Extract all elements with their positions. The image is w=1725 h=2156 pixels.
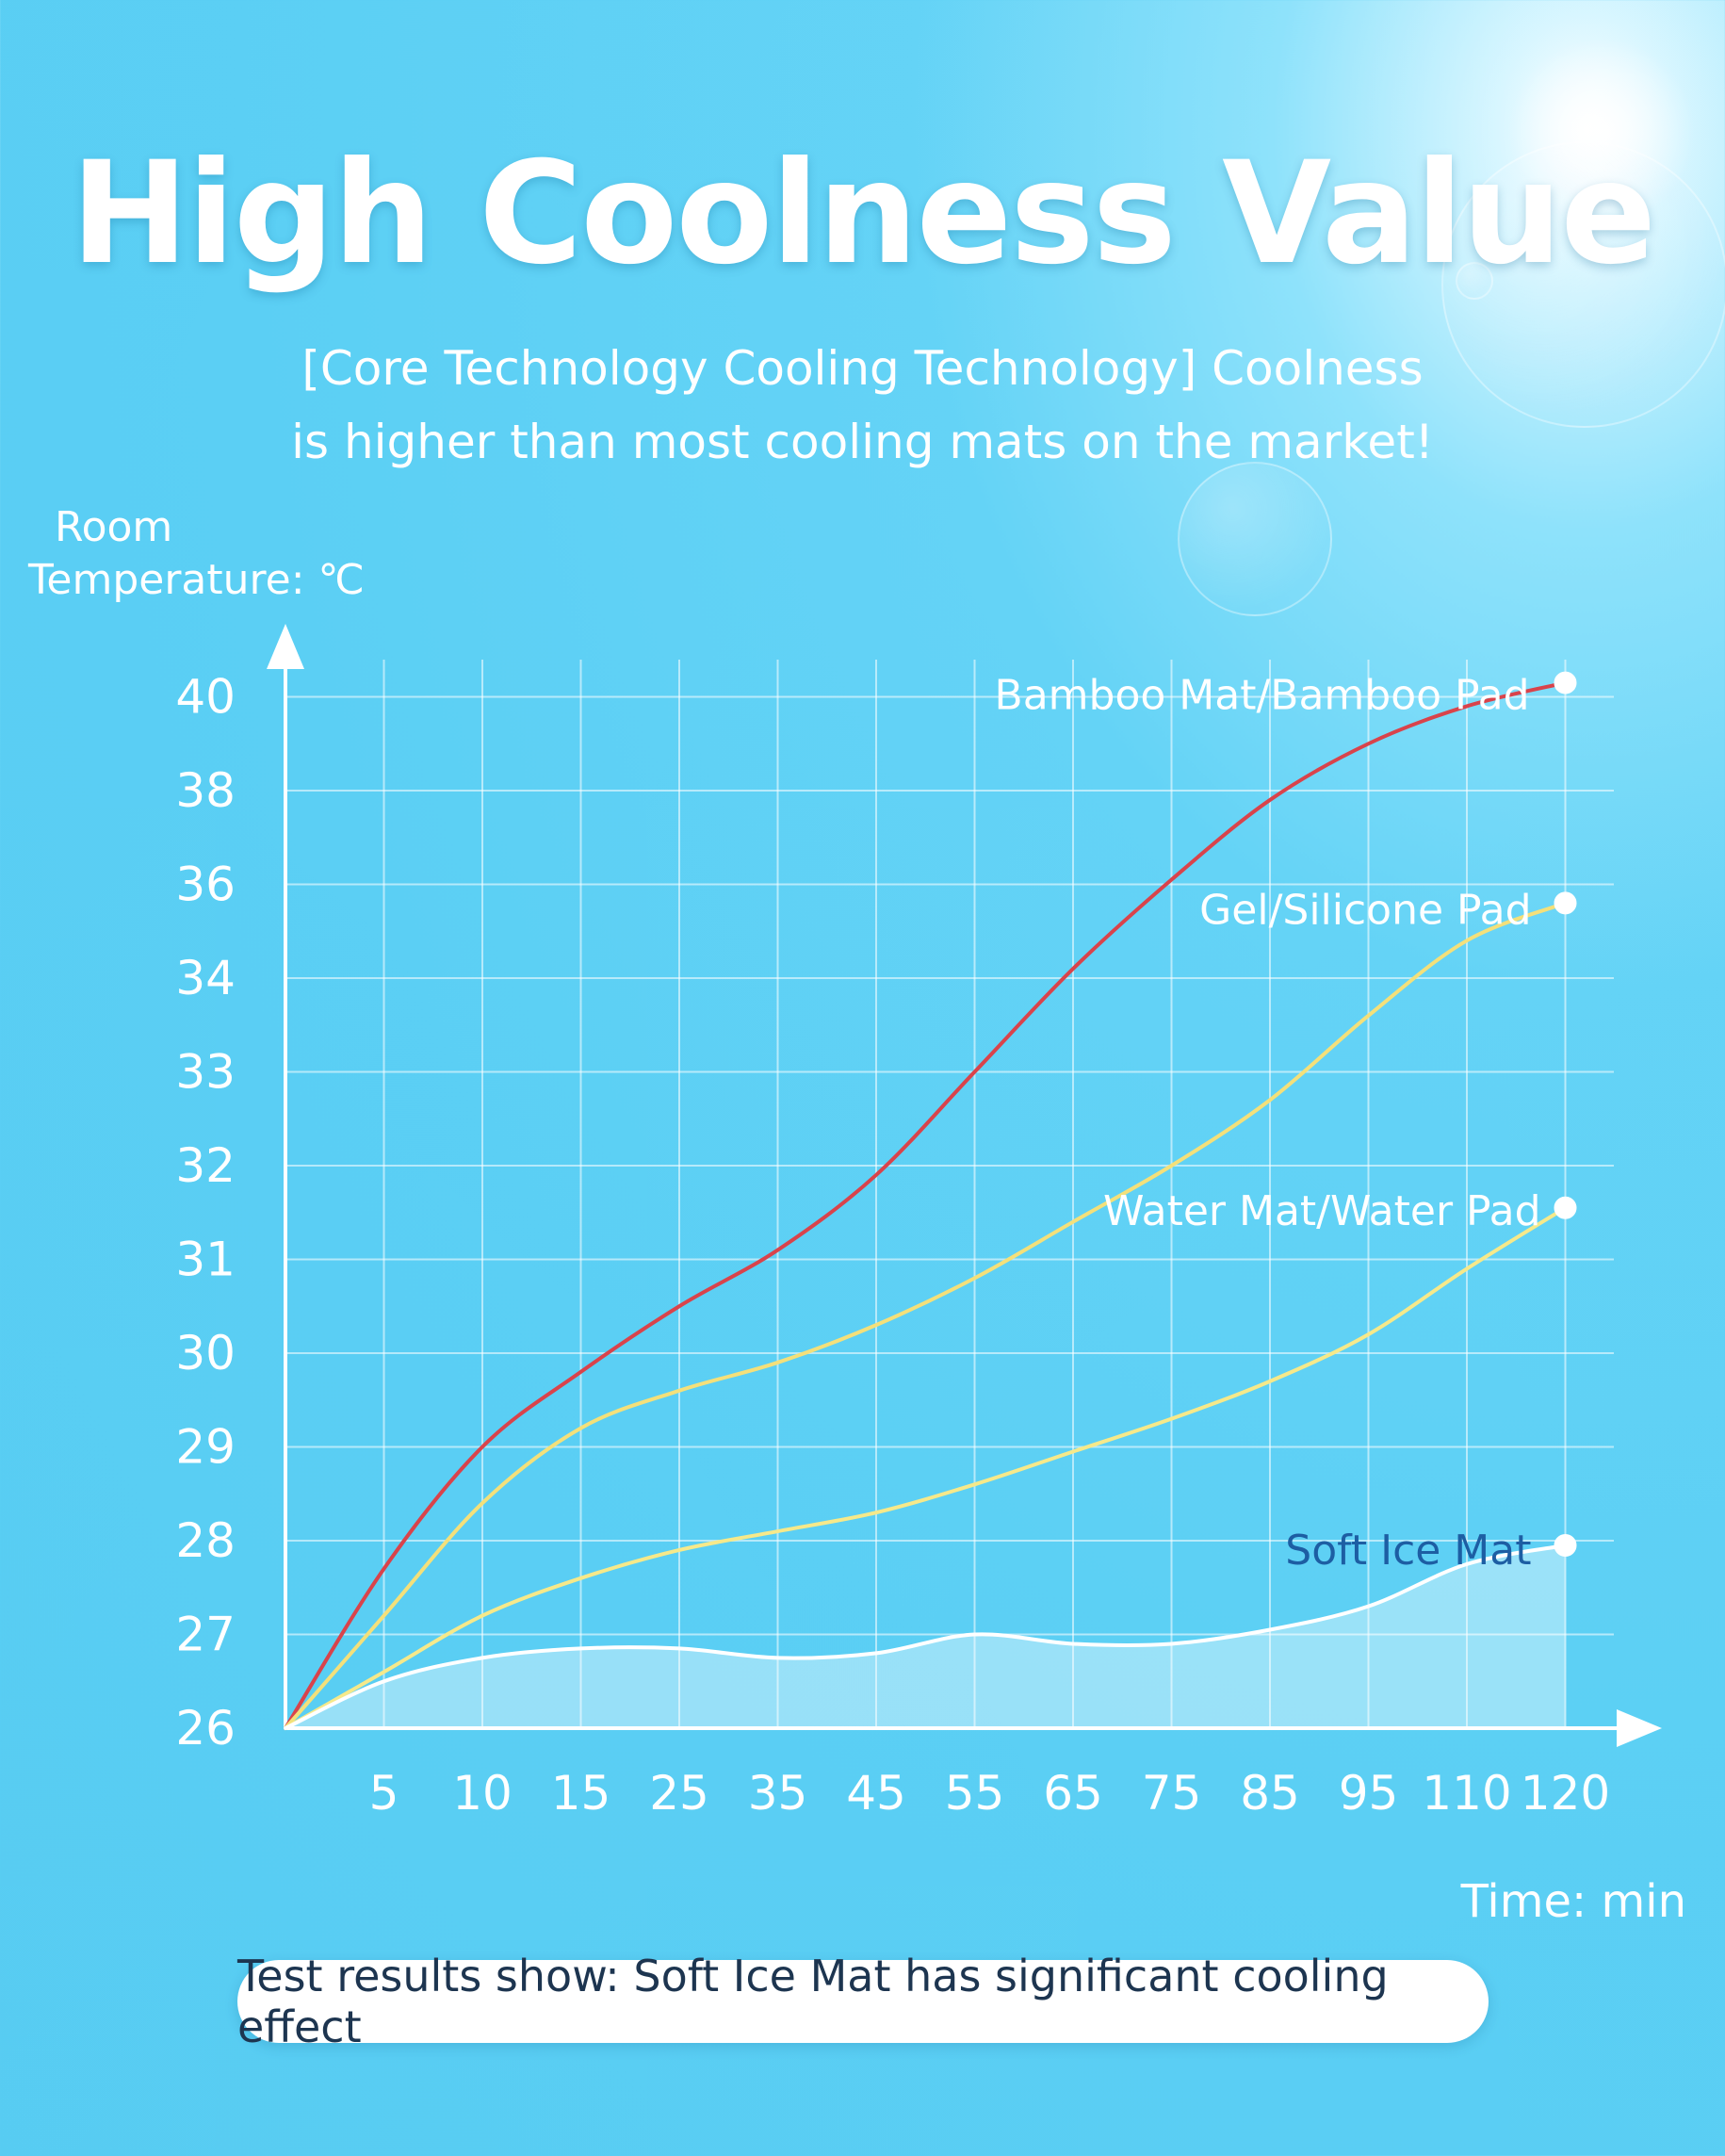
series-end-point: [1554, 891, 1577, 915]
bubble-decoration: [1178, 462, 1332, 616]
page-title: High Coolness Value: [70, 132, 1656, 296]
result-note: Test results show: Soft Ice Mat has sign…: [237, 1951, 1489, 2052]
result-note-text: Test results show: Soft Ice Mat has sign…: [237, 1951, 1389, 2052]
y-tick-label: 40: [175, 670, 236, 725]
y-tick-label: 32: [175, 1138, 236, 1193]
y-tick-label: 38: [175, 763, 236, 818]
series-label-water: Water Mat/Water Pad: [1103, 1187, 1541, 1235]
y-axis-arrow: [267, 624, 304, 669]
axes: [267, 624, 1662, 1747]
x-tick-label: 10: [452, 1766, 513, 1821]
subtitle-line-2: is higher than most cooling mats on the …: [291, 415, 1434, 469]
series-line: [284, 1205, 1568, 1730]
y-axis-label-line-1: Room: [55, 503, 173, 551]
x-tick-label: 110: [1422, 1766, 1511, 1821]
y-tick-label: 27: [175, 1608, 236, 1662]
subtitle-line-1: [Core Technology Cooling Technology] Coo…: [301, 341, 1424, 396]
x-tick-label: 75: [1142, 1766, 1202, 1821]
grid: [285, 660, 1614, 1728]
y-tick-label: 26: [175, 1701, 236, 1756]
y-axis-label-line-2: Temperature: ℃: [28, 556, 365, 604]
series-line: [284, 1543, 1568, 1730]
x-tick-label: 45: [846, 1766, 906, 1821]
y-tick-label: 36: [175, 858, 236, 912]
x-tick-label: 85: [1240, 1766, 1300, 1821]
series-line: [284, 901, 1568, 1730]
y-tick-label: 31: [175, 1233, 236, 1287]
x-tick-label: 5: [369, 1766, 399, 1821]
soft-ice-area-fill: [285, 1544, 1566, 1728]
x-tick-label: 120: [1521, 1766, 1610, 1821]
x-tick-label: 35: [748, 1766, 808, 1821]
y-tick-label: 33: [175, 1045, 236, 1100]
series-end-point: [1554, 1196, 1577, 1219]
x-tick-label: 25: [649, 1766, 709, 1821]
bubble-decoration: [1456, 262, 1493, 300]
x-tick-label: 55: [945, 1766, 1005, 1821]
y-tick-label: 30: [175, 1326, 236, 1380]
y-tick-label: 28: [175, 1513, 236, 1568]
series-label-gel: Gel/Silicone Pad: [1199, 886, 1531, 934]
y-tick-label: 34: [175, 951, 236, 1005]
x-axis-label: Time: min: [1460, 1875, 1686, 1928]
series-end-point: [1554, 1533, 1577, 1557]
y-tick-label: 29: [175, 1420, 236, 1475]
series-end-point: [1554, 671, 1577, 694]
series-lines: [284, 671, 1577, 1730]
x-tick-label: 95: [1339, 1766, 1399, 1821]
labels: 26 27 28 29 30 31 32 33 34 36 38 40 5 10 15 25 35 45 55 65 7…: [175, 670, 1610, 1821]
x-tick-label: 15: [551, 1766, 611, 1821]
x-axis-arrow: [1617, 1709, 1662, 1747]
series-label-soft-ice: Soft Ice Mat: [1285, 1527, 1531, 1575]
series-label-bamboo: Bamboo Mat/Bamboo Pad: [995, 672, 1530, 720]
series-line: [284, 680, 1568, 1730]
soft-ice-area: [285, 1544, 1566, 1728]
x-tick-label: 65: [1043, 1766, 1103, 1821]
